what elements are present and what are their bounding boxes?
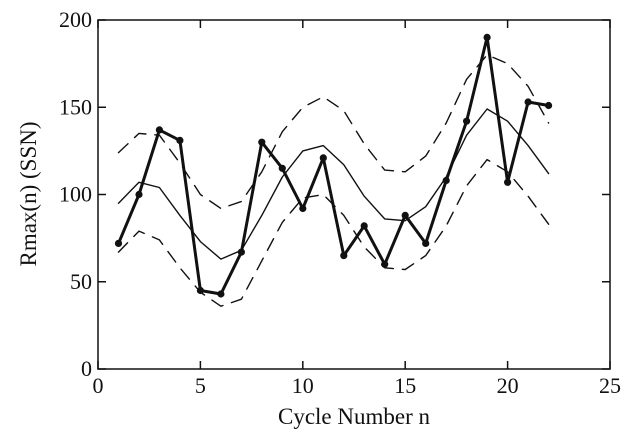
observed-data-point bbox=[258, 138, 266, 146]
x-tick-label: 25 bbox=[599, 373, 621, 398]
observed-data-point bbox=[442, 176, 450, 185]
observed-data-point bbox=[135, 190, 143, 199]
y-axis-label: Rmax(n) (SSN) bbox=[16, 121, 41, 266]
upper-bound-series-line bbox=[117, 54, 550, 210]
observed-data-point bbox=[504, 178, 512, 186]
observed-data-point bbox=[237, 248, 245, 256]
x-axis-label: Cycle Number n bbox=[278, 404, 431, 429]
observed-data-point bbox=[545, 101, 553, 110]
x-tick-label: 20 bbox=[497, 373, 519, 398]
observed-data-point bbox=[114, 239, 123, 247]
observed-data-point bbox=[422, 239, 430, 247]
observed-data-point bbox=[360, 222, 368, 230]
observed-data-point bbox=[340, 252, 348, 260]
observed-data-point bbox=[319, 154, 327, 162]
y-tick-label: 0 bbox=[81, 356, 92, 381]
observed-data-point bbox=[463, 117, 471, 125]
axis-layer: 0 5 10 15 20 25 0 50 100 150 200 bbox=[59, 7, 621, 398]
observed-data-point bbox=[155, 126, 163, 134]
observed-data-point bbox=[524, 98, 532, 106]
observed-data-point bbox=[299, 204, 307, 213]
y-tick-label: 50 bbox=[70, 269, 92, 294]
observed-data-point bbox=[401, 211, 409, 219]
observed-data-point bbox=[381, 260, 389, 268]
x-tick-label: 10 bbox=[292, 373, 314, 398]
series-layer bbox=[114, 33, 553, 307]
mean-series-line bbox=[117, 108, 550, 260]
observed-data-point bbox=[176, 136, 184, 144]
x-tick-label: 5 bbox=[195, 373, 206, 398]
lower-bound-series-line bbox=[117, 158, 550, 307]
observed-data-point bbox=[217, 290, 225, 298]
x-tick-label: 15 bbox=[394, 373, 416, 398]
observed-series-line bbox=[117, 35, 551, 296]
y-tick-label: 200 bbox=[59, 7, 92, 32]
x-tick-label: 0 bbox=[93, 373, 104, 398]
observed-data-point bbox=[278, 164, 286, 172]
y-tick-label: 100 bbox=[59, 182, 92, 207]
plot-frame bbox=[97, 19, 611, 370]
observed-data-point bbox=[196, 286, 204, 295]
observed-data-point bbox=[483, 33, 491, 42]
y-tick-label: 150 bbox=[59, 94, 92, 119]
